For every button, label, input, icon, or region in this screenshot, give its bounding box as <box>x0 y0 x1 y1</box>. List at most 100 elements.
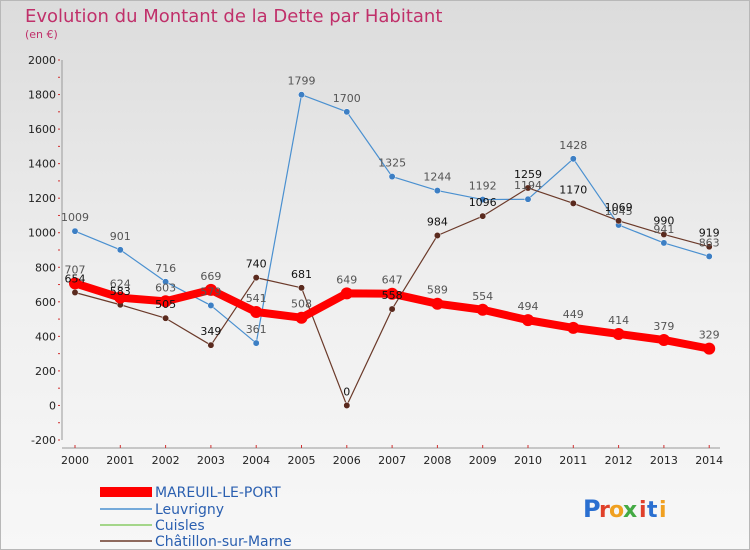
x-tick-label: 2005 <box>288 454 316 467</box>
data-point <box>250 306 263 319</box>
x-tick-label: 2003 <box>197 454 225 467</box>
data-point <box>207 301 215 309</box>
data-point <box>162 278 170 286</box>
x-tick-label: 2002 <box>152 454 180 467</box>
data-label: 508 <box>291 298 312 311</box>
y-tick-label: 1200 <box>28 192 56 205</box>
data-point <box>433 187 441 195</box>
data-label: 1428 <box>559 139 587 152</box>
data-label: 1045 <box>605 205 633 218</box>
data-point <box>433 232 441 239</box>
data-label: 1069 <box>605 201 633 214</box>
data-label: 740 <box>246 258 267 271</box>
data-label: 649 <box>336 273 357 286</box>
logo-letter: P <box>583 495 601 523</box>
data-point <box>569 155 577 163</box>
data-point <box>567 321 580 334</box>
data-label: 541 <box>246 292 267 305</box>
data-label: 349 <box>200 325 221 338</box>
y-tick-label: 0 <box>49 399 56 412</box>
data-point <box>207 341 215 349</box>
legend-label: Leuvrigny <box>155 502 224 518</box>
data-label: 707 <box>65 263 86 276</box>
proxiti-logo: Pr ox i t i <box>583 495 667 523</box>
data-label: 716 <box>155 262 176 275</box>
legend-label: MAREUIL-LE-PORT <box>155 485 281 501</box>
data-label: 361 <box>246 323 267 336</box>
data-point <box>71 227 79 235</box>
data-label: 0 <box>343 385 350 398</box>
legend-swatch <box>100 487 152 497</box>
data-point <box>431 297 444 310</box>
data-point <box>479 212 487 220</box>
data-label: 1009 <box>61 211 89 224</box>
data-label: 505 <box>155 298 176 311</box>
data-point <box>476 303 489 316</box>
logo-letter: i <box>639 498 647 523</box>
y-tick-label: 1400 <box>28 158 56 171</box>
y-tick-label: 1600 <box>28 123 56 136</box>
y-tick-label: 1800 <box>28 89 56 102</box>
data-point <box>69 277 81 290</box>
data-point <box>705 243 713 251</box>
x-tick-label: 2014 <box>695 454 723 467</box>
data-point <box>569 199 577 207</box>
data-point <box>703 342 716 355</box>
data-point <box>524 184 532 192</box>
data-label: 1325 <box>378 157 406 170</box>
data-label: 941 <box>653 223 674 236</box>
data-point <box>252 274 260 282</box>
x-tick-label: 2009 <box>469 454 497 467</box>
legend-label: Cuisles <box>155 518 205 534</box>
data-point <box>612 327 625 340</box>
x-tick-label: 2008 <box>423 454 451 467</box>
data-label: 681 <box>291 268 312 281</box>
data-label: 554 <box>472 290 493 303</box>
data-point <box>388 305 396 313</box>
y-tick-label: -200 <box>31 434 56 447</box>
data-point <box>657 333 670 346</box>
data-point <box>388 173 396 181</box>
data-point <box>298 91 305 99</box>
x-tick-label: 2006 <box>333 454 361 467</box>
data-label: 1244 <box>423 171 451 184</box>
data-label: 669 <box>200 270 221 283</box>
data-point <box>114 291 127 304</box>
data-label: 990 <box>653 214 674 227</box>
data-label: 1194 <box>514 179 542 192</box>
data-label: 414 <box>608 314 629 327</box>
data-point <box>386 287 399 300</box>
data-point <box>343 108 351 116</box>
data-point <box>204 283 217 296</box>
data-label: 1259 <box>514 168 542 181</box>
data-label: 647 <box>382 274 403 287</box>
data-point <box>116 246 124 254</box>
data-point <box>295 311 308 324</box>
legend: MAREUIL-LE-PORTLeuvrignyCuislesChâtillon… <box>100 485 292 550</box>
x-tick-label: 2013 <box>650 454 678 467</box>
data-label: 449 <box>563 308 584 321</box>
data-point <box>252 339 260 347</box>
x-tick-label: 2011 <box>559 454 587 467</box>
data-label: 494 <box>518 300 539 313</box>
data-point <box>615 217 623 225</box>
x-tick-label: 2004 <box>242 454 270 467</box>
data-point <box>162 314 170 322</box>
data-label: 1700 <box>333 92 361 105</box>
data-point <box>660 231 668 238</box>
data-label: 919 <box>699 227 720 240</box>
data-point <box>705 252 713 260</box>
x-tick-label: 2012 <box>605 454 633 467</box>
data-label: 558 <box>382 289 403 302</box>
data-point <box>159 295 172 308</box>
data-label: 1799 <box>288 75 316 88</box>
data-label: 589 <box>427 284 448 297</box>
data-point <box>343 402 351 409</box>
chart-title: Evolution du Montant de la Dette par Hab… <box>25 6 442 27</box>
data-point <box>479 196 487 204</box>
data-point <box>340 287 353 300</box>
legend-label: Châtillon-sur-Marne <box>155 534 292 550</box>
data-labels: 1009 901 716 579 361 1799 1700 1325 1244 1192 1194… <box>61 75 720 399</box>
